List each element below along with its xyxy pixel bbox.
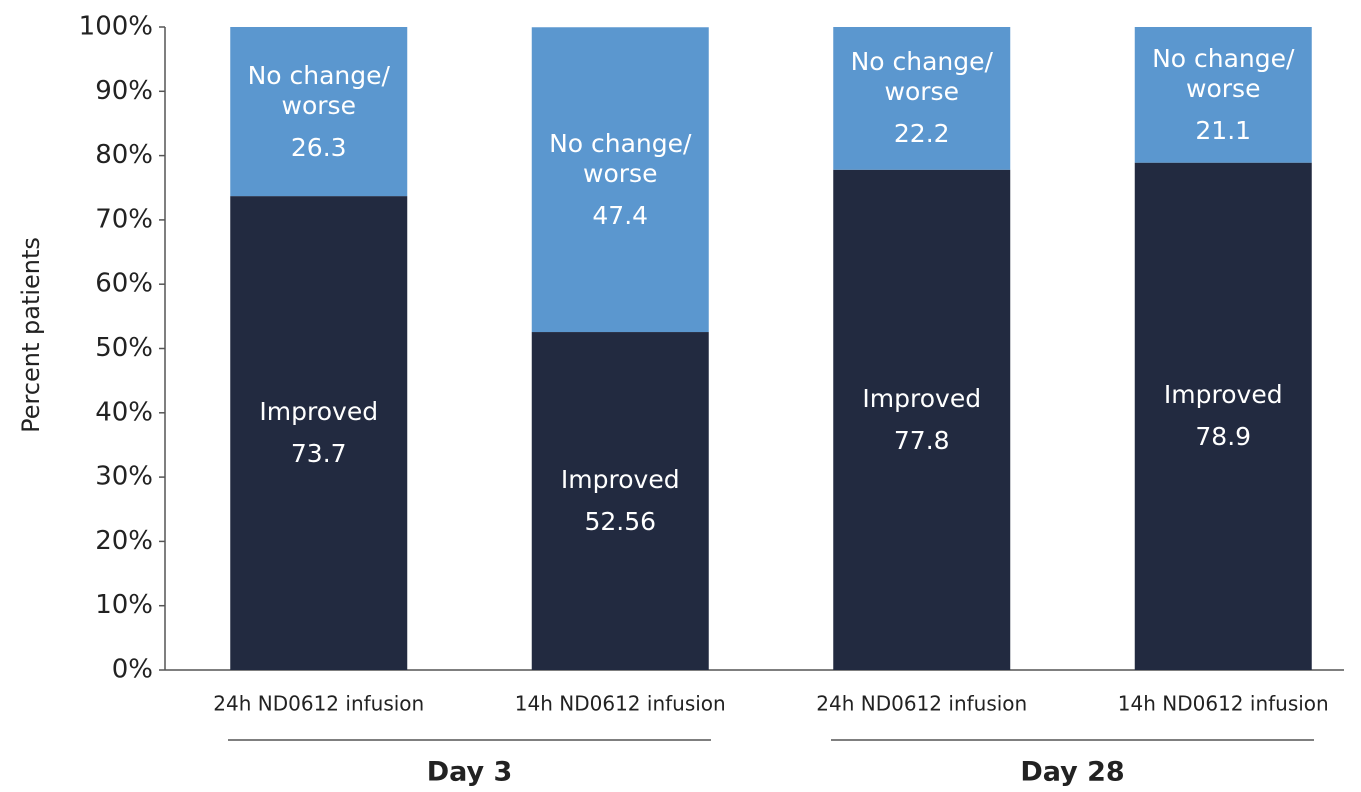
y-tick-label: 100%: [79, 12, 153, 42]
y-axis-label: Percent patients: [17, 237, 45, 433]
x-tick-label: 14h ND0612 infusion: [1118, 692, 1329, 716]
bar-segment: [230, 196, 408, 670]
bar-segment: [230, 27, 408, 197]
segment-label: No change/ worse 47.4: [532, 27, 709, 332]
bar-segment: [1134, 162, 1312, 670]
y-tick-label: 10%: [95, 590, 153, 620]
y-tick-label: 0%: [112, 655, 153, 685]
bar-segment: [531, 332, 709, 670]
bar-segment: [531, 27, 709, 333]
segment-name: No change/ worse: [247, 60, 390, 120]
segment-name: No change/ worse: [1152, 43, 1295, 103]
segment-value: 78.9: [1195, 422, 1252, 452]
segment-value: 22.2: [893, 119, 950, 149]
segment-value: 77.8: [893, 425, 950, 455]
segment-value: 21.1: [1195, 115, 1252, 145]
y-tick-label: 30%: [95, 462, 153, 492]
group-label: Day 3: [427, 757, 513, 788]
segment-value: 73.7: [290, 439, 347, 469]
y-tick-label: 80%: [95, 140, 153, 170]
y-tick-label: 60%: [95, 269, 153, 299]
bar-segment: [833, 27, 1011, 170]
y-tick-label: 50%: [95, 333, 153, 363]
segment-label: Improved 78.9: [1135, 163, 1312, 670]
segment-name: No change/ worse: [549, 128, 692, 188]
segment-name: No change/ worse: [850, 47, 993, 107]
x-tick-label: 24h ND0612 infusion: [213, 692, 424, 716]
segment-label: No change/ worse 21.1: [1135, 27, 1312, 163]
y-tick-label: 90%: [95, 76, 153, 106]
segment-label: No change/ worse 22.2: [833, 27, 1010, 170]
segment-label: Improved 73.7: [230, 196, 407, 670]
x-tick-label: 14h ND0612 infusion: [515, 692, 726, 716]
segment-label: Improved 77.8: [833, 170, 1010, 670]
segment-value: 52.56: [584, 507, 657, 536]
segment-name: Improved: [560, 465, 680, 494]
segment-label: No change/ worse 26.3: [230, 27, 407, 196]
y-tick-label: 20%: [95, 526, 153, 556]
group-label: Day 28: [1020, 757, 1124, 788]
bar-segment: [833, 169, 1011, 670]
segment-name: Improved: [1163, 380, 1283, 410]
segment-value: 26.3: [290, 132, 347, 162]
segment-name: Improved: [862, 383, 982, 413]
bar-segment: [1134, 27, 1312, 163]
x-tick-label: 24h ND0612 infusion: [816, 692, 1027, 716]
segment-name: Improved: [259, 397, 379, 427]
y-tick-label: 40%: [95, 397, 153, 427]
segment-label: Improved 52.56: [532, 332, 709, 670]
segment-value: 47.4: [592, 200, 649, 230]
y-tick-label: 70%: [95, 204, 153, 234]
